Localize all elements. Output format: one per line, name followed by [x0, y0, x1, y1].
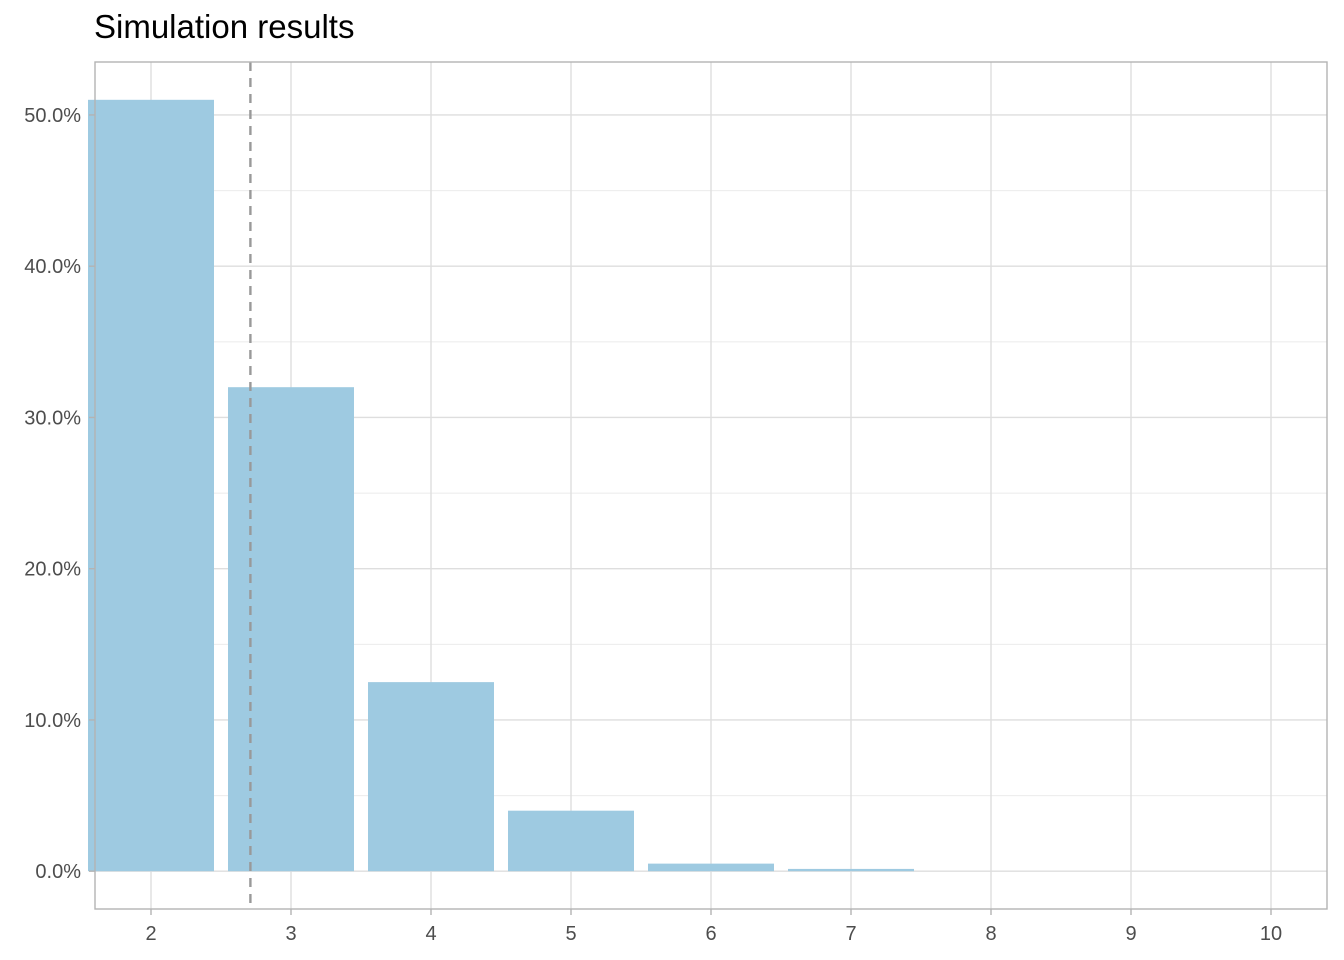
y-tick-label: 30.0% — [24, 407, 81, 429]
x-tick-label: 5 — [565, 923, 576, 945]
x-tick-label: 7 — [845, 923, 856, 945]
bar-6 — [648, 863, 774, 872]
y-tick-label: 10.0% — [24, 710, 81, 732]
y-axis: 0.0% 10.0% 20.0% 30.0% 40.0% 50.0% — [24, 105, 95, 883]
x-tick-label: 4 — [425, 923, 436, 945]
x-tick-label: 10 — [1260, 923, 1282, 945]
x-tick-label: 6 — [705, 923, 716, 945]
y-tick-label: 0.0% — [35, 861, 81, 883]
bar-5 — [508, 810, 634, 872]
chart-title: Simulation results — [94, 8, 355, 45]
bar-4 — [368, 682, 494, 872]
x-tick-label: 2 — [145, 923, 156, 945]
bar-7 — [788, 868, 914, 872]
y-tick-label: 50.0% — [24, 105, 81, 127]
bar-3 — [228, 387, 354, 872]
y-tick-label: 40.0% — [24, 256, 81, 278]
x-axis: 2 3 4 5 6 7 8 9 10 — [145, 909, 1282, 945]
x-tick-label: 8 — [985, 923, 996, 945]
bars — [88, 99, 914, 872]
x-tick-label: 9 — [1125, 923, 1136, 945]
bar-2 — [88, 99, 214, 872]
x-tick-label: 3 — [285, 923, 296, 945]
y-tick-label: 20.0% — [24, 559, 81, 581]
